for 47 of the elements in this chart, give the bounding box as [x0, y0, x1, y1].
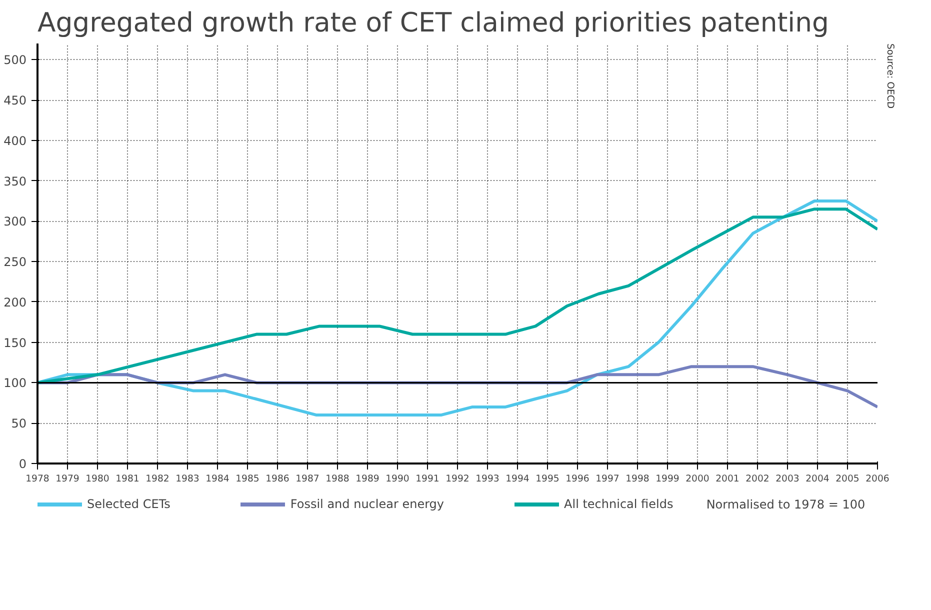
x-tick-label: 1994 [506, 474, 530, 484]
x-tick-label: 1987 [296, 474, 320, 484]
x-tick-label: 1995 [536, 474, 560, 484]
x-tick-label: 1999 [656, 474, 680, 484]
y-tick-label: 100 [4, 376, 26, 390]
x-tick-label: 1986 [266, 474, 290, 484]
y-tick-label: 300 [4, 214, 26, 229]
x-tick-label: 1989 [356, 474, 380, 484]
y-tick-label: 500 [4, 53, 26, 68]
x-tick-label: 1992 [446, 474, 470, 484]
x-tick-label: 2003 [776, 474, 800, 484]
x-tick-label: 1982 [146, 474, 170, 484]
x-tick-label: 1998 [626, 474, 650, 484]
x-tick-label: 1978 [26, 474, 50, 484]
legend-label: Fossil and nuclear energy [290, 497, 444, 511]
x-tick-label: 2001 [716, 474, 740, 484]
x-tick-label: 1993 [476, 474, 500, 484]
x-tick-label: 2006 [866, 474, 890, 484]
y-tick-label: 0 [18, 457, 27, 471]
x-tick-label: 2002 [746, 474, 770, 484]
x-tick-label: 2005 [836, 474, 860, 484]
y-tick-label: 350 [4, 174, 26, 188]
x-tick-label: 1988 [326, 474, 350, 484]
line-series [38, 208, 878, 384]
x-tick-label: 1991 [416, 474, 440, 484]
x-tick-label: 2000 [686, 474, 710, 484]
x-tick-label: 1980 [86, 474, 110, 484]
y-tick-label: 150 [4, 336, 26, 350]
legend-label: Selected CETs [87, 497, 170, 511]
x-tick-label: 1979 [56, 474, 80, 484]
x-tick-label: 1985 [236, 474, 260, 484]
x-tick-label: 1984 [206, 474, 230, 484]
x-tick-label: 1996 [566, 474, 590, 484]
x-tick-label: 1997 [596, 474, 620, 484]
x-tick-label: 2004 [806, 474, 830, 484]
chart-title: Aggregated growth rate of CET claimed priorities patenting [38, 8, 829, 38]
x-tick-label: 1990 [386, 474, 410, 484]
y-tick-label: 200 [4, 295, 26, 310]
source-note: Source: OECD [884, 44, 896, 109]
x-tick-label: 1981 [116, 474, 140, 484]
y-tick-label: 400 [4, 134, 26, 148]
x-tick-label: 1983 [176, 474, 200, 484]
y-tick-label: 50 [11, 416, 27, 431]
y-tick-label: 450 [4, 94, 26, 108]
text: Normalised to 1978 = 100 [706, 498, 866, 512]
legend-label: All technical fields [564, 497, 674, 511]
y-tick-label: 250 [4, 255, 26, 270]
